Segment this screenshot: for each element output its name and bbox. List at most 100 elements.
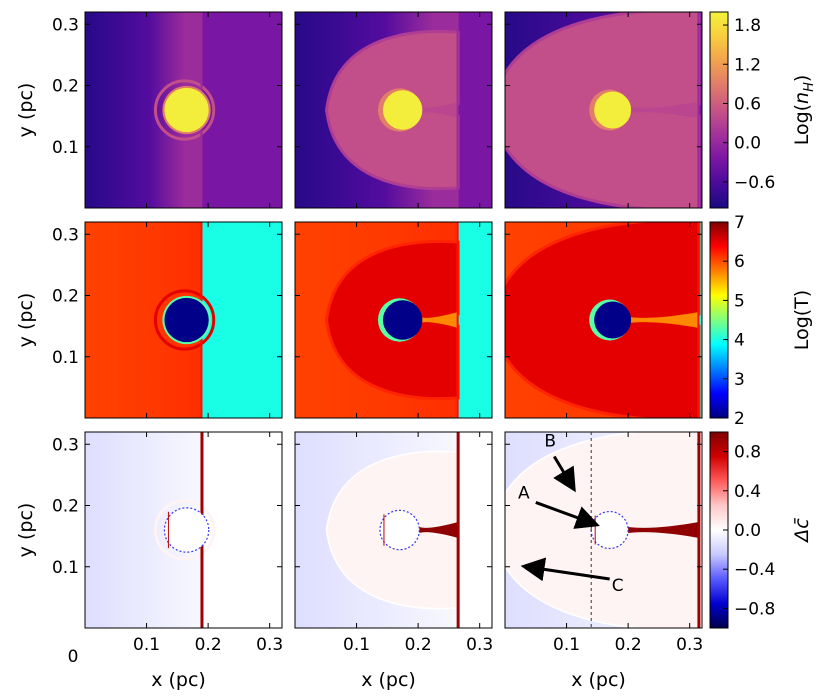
colorbar-label: Log(nH) bbox=[791, 75, 817, 146]
origin-label: 0 bbox=[68, 647, 79, 667]
downstream-region bbox=[698, 12, 702, 208]
y-tick-label: 0.3 bbox=[52, 225, 79, 245]
panel-frame bbox=[294, 431, 493, 629]
panel-r2-c1 bbox=[84, 221, 283, 419]
x-tick-label: 0.3 bbox=[256, 635, 283, 655]
downstream-region bbox=[201, 432, 282, 628]
panel-frame bbox=[294, 221, 493, 419]
x-tick-label: 0.2 bbox=[195, 635, 222, 655]
panel-r3-c1 bbox=[84, 431, 283, 629]
y-tick-label: 0.1 bbox=[52, 138, 79, 158]
panel-r3-c2 bbox=[294, 431, 493, 629]
wake-tail bbox=[628, 312, 699, 328]
x-tick-label: 0.1 bbox=[133, 635, 160, 655]
downstream-region bbox=[458, 12, 492, 208]
colorbars: 1.81.20.60.0−0.6Log(nH)765432Log(T)0.80.… bbox=[709, 11, 817, 629]
panel-frame bbox=[84, 431, 283, 629]
y-axis-label: y (pc) bbox=[15, 83, 37, 138]
colorbar-temperature: 7 6 5 4 3 2 Log(T) bbox=[709, 213, 813, 429]
x-axis-label: x (pc) bbox=[571, 669, 626, 691]
downstream-region bbox=[698, 432, 702, 628]
colorbar-tick-label: 1.8 bbox=[734, 16, 761, 36]
wake-tail bbox=[628, 522, 699, 538]
annotation-label-C: C bbox=[612, 576, 624, 596]
colorbar-density: 1.8 1.2 0.6 0.0 −0.6 Log(nH) bbox=[709, 11, 817, 209]
wake-tail bbox=[419, 312, 459, 328]
x-tick-label: 0.3 bbox=[676, 635, 703, 655]
cloud bbox=[382, 300, 423, 340]
cloud bbox=[163, 507, 210, 553]
y-tick-label: 0.1 bbox=[52, 558, 79, 578]
colorbar-tick-label: −0.6 bbox=[734, 173, 775, 193]
downstream-region bbox=[458, 432, 492, 628]
y-tick-label: 0.3 bbox=[52, 435, 79, 455]
panel-frame bbox=[294, 11, 493, 209]
colorbar-gradient bbox=[709, 11, 729, 209]
y-axis-label: y (pc) bbox=[15, 293, 37, 348]
x-tick-label: 0.3 bbox=[466, 635, 493, 655]
y-tick-label: 0.2 bbox=[52, 77, 79, 97]
shock-front bbox=[697, 432, 701, 628]
shock-front bbox=[456, 432, 460, 628]
panel-frame bbox=[504, 431, 703, 629]
colorbar-gradient bbox=[709, 221, 729, 419]
wake-tail bbox=[628, 102, 699, 118]
panel-r3-c3 bbox=[504, 431, 703, 629]
panel-frame bbox=[84, 11, 283, 209]
colorbar-tick-label: 6 bbox=[734, 252, 745, 272]
y-axis-label: y (pc) bbox=[15, 503, 37, 558]
colorbar-tick-label: 0.8 bbox=[734, 443, 761, 463]
x-axis-label: x (pc) bbox=[361, 669, 416, 691]
cloud bbox=[594, 301, 632, 339]
annotation-label-A: A bbox=[518, 483, 530, 503]
annotation-arrow-A bbox=[535, 501, 600, 529]
colorbar-tick-label: 0.4 bbox=[734, 482, 761, 502]
cloud bbox=[594, 91, 632, 129]
panel-r2-c2 bbox=[294, 221, 493, 419]
colorbar-tick-label: 2 bbox=[734, 409, 745, 429]
x-tick-label: 0.2 bbox=[405, 635, 432, 655]
annotation-arrow-C bbox=[520, 557, 610, 582]
panel-frame bbox=[504, 11, 703, 209]
panel-frame bbox=[504, 221, 703, 419]
panel-r1-c2 bbox=[294, 11, 493, 209]
colorbar-tick-label: 7 bbox=[734, 213, 745, 233]
colorbar-tick-label: 0.6 bbox=[734, 94, 761, 114]
colorbar-tick-label: 3 bbox=[734, 370, 745, 390]
x-tick-label: 0.2 bbox=[615, 635, 642, 655]
colorbar-tick-label: 1.2 bbox=[734, 55, 761, 75]
shock-front bbox=[456, 222, 459, 418]
downstream-region bbox=[698, 222, 702, 418]
annotation-label-B: B bbox=[544, 432, 556, 452]
colorbar-tick-label: −0.4 bbox=[734, 560, 775, 580]
colorbar-label: Δc̄ bbox=[791, 518, 813, 544]
cloud bbox=[164, 87, 209, 133]
axis-labels: 0.1 0.2 0.3 y (pc) 0.1 0.2 0.3 y (pc) 0.1 0.2 0.3 y… bbox=[15, 15, 703, 691]
colorbar-tick-label: 0.0 bbox=[734, 521, 761, 541]
compressed-shell bbox=[153, 79, 216, 141]
downstream-region bbox=[201, 12, 282, 208]
panel-r2-c3 bbox=[504, 221, 703, 419]
x-axis-label: x (pc) bbox=[151, 669, 206, 691]
downstream-region bbox=[201, 222, 282, 418]
panel-frame bbox=[84, 221, 283, 419]
compressed-shell bbox=[153, 289, 216, 351]
y-tick-label: 0.2 bbox=[52, 497, 79, 517]
wake-tail bbox=[419, 102, 459, 118]
cloud bbox=[382, 90, 423, 130]
downstream-region bbox=[458, 222, 492, 418]
colorbar-tick-label: 4 bbox=[734, 331, 745, 351]
x-tick-label: 0.1 bbox=[343, 635, 370, 655]
colorbar-tick-label: 5 bbox=[734, 291, 745, 311]
annotation-arrow-B bbox=[552, 455, 576, 493]
panel-r1-c1 bbox=[84, 11, 283, 209]
shock-front bbox=[456, 12, 459, 208]
y-tick-label: 0.2 bbox=[52, 287, 79, 307]
colorbar-tick-label: 0.0 bbox=[734, 134, 761, 154]
cloud bbox=[164, 297, 209, 343]
colorbar-tick-label: −0.8 bbox=[734, 599, 775, 619]
cloud bbox=[590, 510, 629, 550]
panel-grid bbox=[84, 11, 703, 629]
shock-front bbox=[697, 12, 700, 208]
